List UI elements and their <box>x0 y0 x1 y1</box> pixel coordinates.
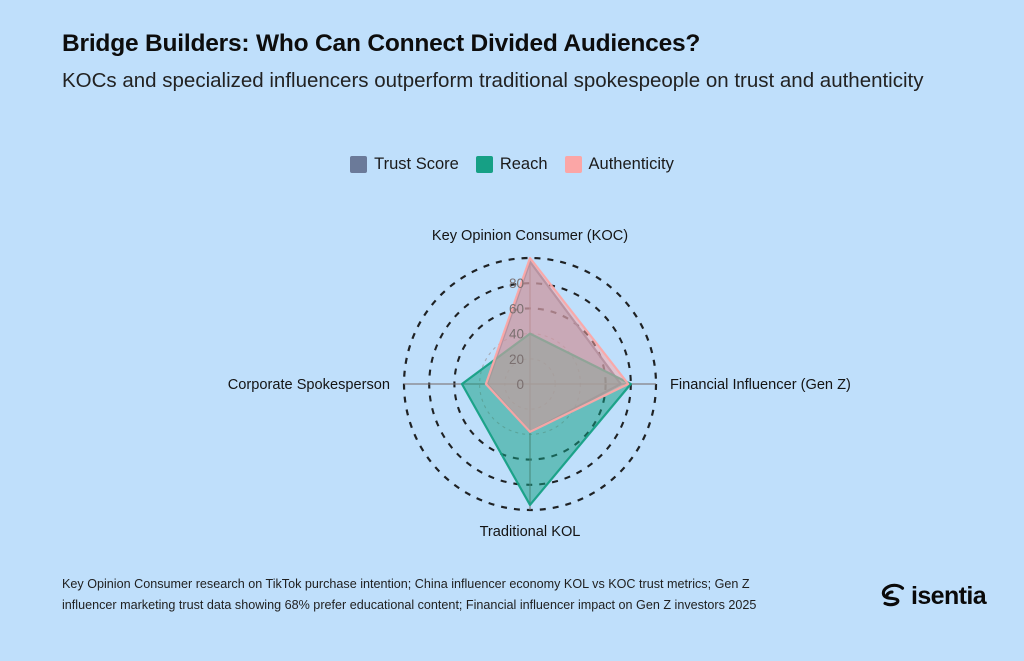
page-subtitle: KOCs and specialized influencers outperf… <box>62 69 924 92</box>
logo-text: isentia <box>911 582 987 610</box>
radar-chart-svg: 0 20 40 60 80 Key Opinion Consumer (KOC) Finan… <box>228 228 851 540</box>
legend-swatch-authenticity <box>564 156 582 173</box>
axis-label-0: Key Opinion Consumer (KOC) <box>432 228 628 244</box>
legend-swatch-trust-score <box>350 156 368 173</box>
legend-item-trust-score[interactable]: Trust Score <box>350 155 459 174</box>
brand-logo: isentia <box>878 582 987 611</box>
radar-area-authenticity[interactable] <box>484 256 630 433</box>
radial-tick-0: 0 <box>516 377 524 392</box>
legend-item-authenticity[interactable]: Authenticity <box>564 155 674 174</box>
legend-item-reach[interactable]: Reach <box>475 155 548 174</box>
axis-label-2: Traditional KOL <box>480 524 581 540</box>
isentia-swirl-icon <box>881 583 905 606</box>
legend-label-trust-score: Trust Score <box>374 155 459 173</box>
source-note: Key Opinion Consumer research on TikTok … <box>62 577 757 612</box>
radar-chart: 0 20 40 60 80 Key Opinion Consumer (KOC) Finan… <box>0 195 1024 545</box>
radial-tick-20: 20 <box>509 352 524 367</box>
legend-swatch-reach <box>475 156 493 173</box>
page-title: Bridge Builders: Who Can Connect Divided… <box>62 30 701 57</box>
axis-label-3: Corporate Spokesperson <box>228 377 390 393</box>
legend-label-reach: Reach <box>499 155 548 173</box>
legend-label-authenticity: Authenticity <box>588 155 674 173</box>
radial-tick-40: 40 <box>509 327 524 342</box>
radial-tick-60: 60 <box>509 301 524 316</box>
radial-tick-80: 80 <box>509 276 524 291</box>
chart-legend: Trust Score Reach Authenticity <box>0 155 1024 174</box>
axis-label-1: Financial Influencer (Gen Z) <box>670 377 851 393</box>
